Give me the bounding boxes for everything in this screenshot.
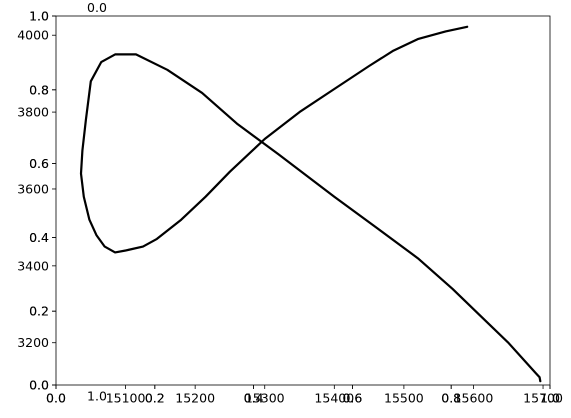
y-tick-label: 0.8 (29, 82, 49, 97)
y-tick-label: 3400 (17, 258, 49, 273)
y-tick-label: 1.0 (29, 9, 49, 24)
y-tick-label: 3200 (17, 335, 49, 350)
labels-layer: 15100 15200 15300 15400 15500 15600 15700 3200 3… (17, 0, 563, 406)
x-tick-label: 0.6 (342, 391, 362, 406)
x-tick-label: 0.4 (244, 391, 264, 406)
y-tick-label: 1.0 (29, 9, 49, 24)
x-tick-label: 15700 (523, 391, 563, 406)
y-tick-label: 0.8 (29, 82, 49, 97)
y-tick-label: 0.0 (29, 378, 49, 393)
x-tick-label: 15100 (106, 391, 146, 406)
x-tick-label: 0.8 (441, 391, 461, 406)
data-layer (79, 25, 542, 383)
x-tick-label: 0.0 (46, 391, 66, 406)
x-tick-label: 15400 (314, 391, 354, 406)
x-tick-label: 15500 (384, 391, 424, 406)
stray-label-top: 0.0 (87, 0, 107, 15)
x-tick-label: 15200 (175, 391, 215, 406)
x-tick-label: 0.0 (46, 391, 66, 406)
y-tick-label: 0.6 (29, 156, 49, 171)
x-tick-label: 0.2 (145, 391, 165, 406)
y-tick-label: 0.0 (29, 378, 49, 393)
y-tick-label: 4000 (17, 28, 49, 43)
x-tick-label: 1.0 (540, 391, 560, 406)
y-tick-label: 0.6 (29, 156, 49, 171)
x-tick-label: 0.4 (244, 391, 264, 406)
plot-frame (55, 15, 551, 386)
x-tick-label: 15300 (245, 391, 285, 406)
x-tick-label: 0.8 (441, 391, 461, 406)
stray-label-bottom: 1.0 (87, 389, 107, 404)
y-tick-label: 0.2 (29, 304, 49, 319)
x-tick-label: 15600 (454, 391, 494, 406)
y-tick-label: 3800 (17, 105, 49, 120)
ticks-layer (52, 15, 551, 389)
x-tick-label: 1.0 (540, 391, 560, 406)
y-tick-label: 3600 (17, 181, 49, 196)
x-tick-label: 0.6 (342, 391, 362, 406)
y-tick-label: 0.4 (29, 230, 49, 245)
series-line (79, 25, 542, 383)
y-tick-label: 0.2 (29, 304, 49, 319)
y-tick-label: 0.4 (29, 230, 49, 245)
x-tick-label: 0.2 (145, 391, 165, 406)
